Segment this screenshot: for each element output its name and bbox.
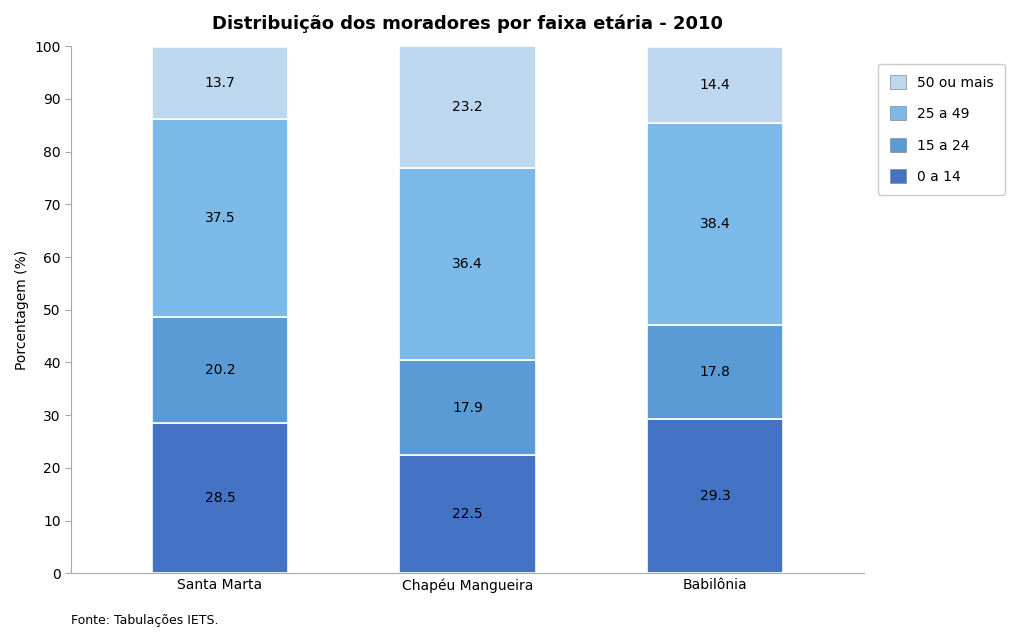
Bar <box>152 47 287 119</box>
Bar <box>646 47 783 123</box>
Bar <box>399 454 535 573</box>
Text: Fonte: Tabulações IETS.: Fonte: Tabulações IETS. <box>71 613 219 627</box>
Bar <box>399 46 535 168</box>
Text: 20.2: 20.2 <box>205 363 235 377</box>
Text: 37.5: 37.5 <box>205 211 235 225</box>
Text: 28.5: 28.5 <box>204 491 235 505</box>
Text: 14.4: 14.4 <box>699 78 730 92</box>
Title: Distribuição dos moradores por faixa etária - 2010: Distribuição dos moradores por faixa etá… <box>212 15 722 34</box>
Text: 22.5: 22.5 <box>451 507 482 521</box>
Bar <box>646 325 783 419</box>
Text: 38.4: 38.4 <box>699 217 730 231</box>
Bar <box>152 316 287 423</box>
Bar <box>152 119 287 316</box>
Text: 17.8: 17.8 <box>699 365 730 379</box>
Legend: 50 ou mais, 25 a 49, 15 a 24, 0 a 14: 50 ou mais, 25 a 49, 15 a 24, 0 a 14 <box>877 64 1004 195</box>
Text: 13.7: 13.7 <box>204 76 235 90</box>
Bar <box>152 423 287 573</box>
Text: 29.3: 29.3 <box>699 489 730 503</box>
Bar <box>399 360 535 454</box>
Text: 36.4: 36.4 <box>451 258 482 272</box>
Y-axis label: Porcentagem (%): Porcentagem (%) <box>15 249 29 370</box>
Bar <box>399 168 535 360</box>
Bar <box>646 123 783 325</box>
Bar <box>646 419 783 573</box>
Text: 17.9: 17.9 <box>451 401 482 415</box>
Text: 23.2: 23.2 <box>451 100 482 115</box>
